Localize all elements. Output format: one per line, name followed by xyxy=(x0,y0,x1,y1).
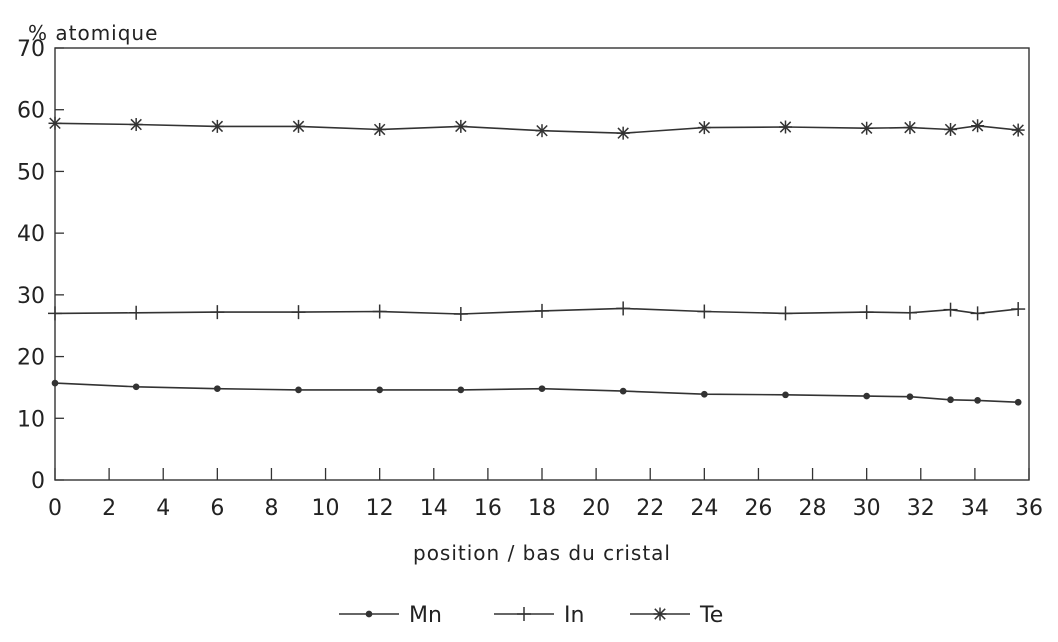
data-point xyxy=(778,306,793,321)
data-point xyxy=(1014,398,1022,406)
data-point xyxy=(535,124,549,138)
series-line xyxy=(54,382,1019,403)
data-point xyxy=(538,385,546,393)
data-point xyxy=(944,122,958,136)
data-point xyxy=(365,610,373,618)
x-tick-label: 8 xyxy=(264,496,278,521)
data-point xyxy=(453,306,468,321)
data-point xyxy=(454,119,468,133)
data-point xyxy=(860,121,874,135)
x-tick-label: 2 xyxy=(102,496,116,521)
series-line xyxy=(54,122,1019,135)
data-point xyxy=(132,383,140,391)
data-point xyxy=(616,126,630,140)
plot-frame xyxy=(54,47,1030,481)
x-axis-title: position / bas du cristal xyxy=(413,541,671,565)
x-tick-label: 16 xyxy=(474,496,502,521)
data-point xyxy=(902,305,917,320)
data-point xyxy=(943,302,958,317)
legend: Mn In Te xyxy=(339,603,723,628)
y-tick-label: 50 xyxy=(17,160,45,185)
data-point xyxy=(1011,123,1025,137)
x-tick-label: 10 xyxy=(312,496,340,521)
data-point xyxy=(535,303,549,318)
data-point xyxy=(292,119,305,133)
legend-label: In xyxy=(564,603,584,628)
data-point xyxy=(129,118,143,132)
x-axis: 0 2 4 6 8 10 12 14 16 18 20 22 24 26 28 30 32 34 36 xyxy=(48,468,1043,521)
data-point xyxy=(213,385,221,393)
y-tick-label: 40 xyxy=(17,222,45,247)
data-point xyxy=(1011,302,1026,317)
data-point xyxy=(619,387,627,395)
legend-item-te: Te xyxy=(630,603,723,628)
data-point xyxy=(653,607,667,621)
legend-label: Te xyxy=(699,603,723,628)
data-point xyxy=(210,305,225,320)
x-tick-label: 18 xyxy=(528,496,556,521)
data-point xyxy=(48,306,62,321)
data-point xyxy=(906,393,914,401)
x-tick-label: 4 xyxy=(156,496,170,521)
y-tick-label: 70 xyxy=(17,37,45,62)
data-point xyxy=(700,390,708,398)
x-tick-label: 22 xyxy=(636,496,664,521)
x-tick-label: 6 xyxy=(210,496,224,521)
data-point xyxy=(697,121,711,135)
data-point xyxy=(616,301,631,316)
x-tick-label: 32 xyxy=(907,496,935,521)
x-tick-label: 34 xyxy=(961,496,989,521)
data-point xyxy=(373,122,387,136)
data-point xyxy=(863,392,871,400)
data-point xyxy=(295,386,302,394)
x-tick-label: 20 xyxy=(582,496,610,521)
y-tick-label: 0 xyxy=(31,469,45,494)
y-tick-label: 10 xyxy=(17,407,45,432)
data-point xyxy=(974,397,981,404)
data-point xyxy=(291,305,306,320)
series-mn xyxy=(51,379,1022,406)
legend-item-mn: Mn xyxy=(339,603,442,628)
data-point xyxy=(971,119,985,133)
data-point xyxy=(517,607,531,621)
data-point xyxy=(210,119,224,133)
y-axis-title: % atomique xyxy=(28,21,158,45)
data-point xyxy=(48,116,62,130)
data-point xyxy=(129,305,144,320)
y-tick-label: 60 xyxy=(17,99,45,124)
x-tick-label: 26 xyxy=(744,496,772,521)
series-te xyxy=(48,116,1025,140)
data-point xyxy=(782,391,789,399)
data-point xyxy=(372,304,387,319)
data-point xyxy=(376,386,384,394)
data-point xyxy=(903,121,917,135)
data-point xyxy=(779,120,792,134)
series-layer xyxy=(48,116,1026,406)
x-tick-label: 30 xyxy=(853,496,881,521)
x-tick-label: 12 xyxy=(366,496,394,521)
x-tick-label: 28 xyxy=(799,496,827,521)
y-axis: 0 10 20 30 40 50 60 70 xyxy=(17,37,64,494)
data-point xyxy=(457,386,465,394)
x-tick-label: 14 xyxy=(420,496,448,521)
data-point xyxy=(697,304,712,319)
x-tick-label: 24 xyxy=(690,496,718,521)
data-point xyxy=(970,306,985,321)
x-tick-label: 36 xyxy=(1015,496,1043,521)
data-point xyxy=(859,305,874,320)
legend-label: Mn xyxy=(409,603,442,628)
series-in xyxy=(48,301,1026,321)
y-tick-label: 20 xyxy=(17,346,45,371)
y-tick-label: 30 xyxy=(17,284,45,309)
data-point xyxy=(51,379,59,387)
x-tick-label: 0 xyxy=(48,496,62,521)
data-point xyxy=(947,396,954,404)
legend-item-in: In xyxy=(494,603,584,628)
